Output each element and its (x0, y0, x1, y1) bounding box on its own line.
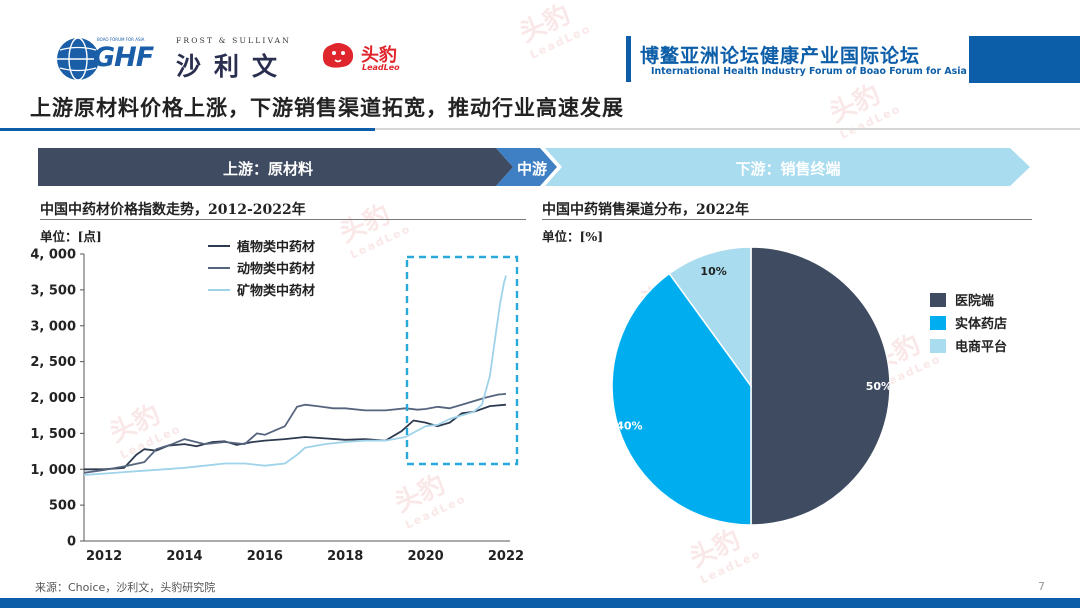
frost-sullivan-logo: FROST & SULLIVAN 沙利文 (176, 36, 311, 81)
pie-slice-1 (750, 246, 891, 526)
x-tick-label: 2022 (488, 549, 524, 564)
left-panel-title-rule (40, 219, 526, 220)
pie-value-label: 10% (700, 265, 726, 278)
source-note: 来源：Choice，沙利文，头豹研究院 (35, 581, 216, 594)
downstream-label: 下游：销售终端 (735, 160, 841, 178)
legend-swatch (930, 293, 946, 307)
footer-bar (0, 598, 1080, 608)
y-tick-label: 500 (49, 499, 76, 514)
legend-label: 植物类中药材 (236, 240, 315, 255)
forum-title-cn: 博鳌亚洲论坛健康产业国际论坛 (640, 45, 921, 67)
globe-icon (57, 37, 99, 81)
x-tick-label: 2012 (86, 549, 122, 564)
y-tick-label: 1, 500 (30, 427, 76, 442)
frost-sullivan-cn: 沙利文 (176, 52, 291, 81)
legend-label: 医院端 (955, 293, 994, 309)
series-line-2 (83, 393, 507, 474)
right-panel-unit: 单位：[%] (542, 229, 604, 244)
y-tick-label: 3, 000 (30, 319, 76, 334)
header-blue-block (969, 36, 1080, 83)
forum-title-en: International Health Industry Forum of B… (651, 66, 967, 77)
x-tick-label: 2014 (166, 549, 202, 564)
leadleo-en: LeadLeo (362, 63, 400, 72)
left-panel-title: 中国中药材价格指数走势，2012-2022年 (40, 202, 306, 218)
legend-swatch (930, 316, 946, 330)
series-line-3 (83, 275, 507, 476)
frost-sullivan-caption: FROST & SULLIVAN (176, 36, 292, 45)
downstream-arrow (545, 148, 1030, 186)
leadleo-cn: 头豹 (361, 45, 397, 66)
title-underline-accent (0, 128, 375, 131)
y-tick-label: 3, 500 (30, 283, 76, 298)
pie-slice-3 (668, 246, 752, 389)
y-tick-label: 4, 000 (30, 248, 76, 263)
ghf-logo-caption: BOAO FORUM FOR ASIA (97, 37, 145, 42)
y-tick-label: 1, 000 (30, 463, 76, 478)
y-tick-label: 2, 500 (30, 355, 76, 370)
leadleo-logo: 头豹 LeadLeo (320, 40, 430, 76)
title-underline (0, 128, 1080, 130)
ghf-logo-text: GHF (93, 42, 154, 73)
legend-swatch (930, 339, 946, 353)
upstream-label: 上游：原材料 (222, 160, 313, 178)
right-panel-title-rule (542, 219, 1032, 220)
pie-value-label: 50% (866, 380, 892, 393)
x-tick-label: 2020 (408, 549, 444, 564)
page-number: 7 (1038, 580, 1045, 593)
page-title: 上游原材料价格上涨，下游销售渠道拓宽，推动行业高速发展 (30, 95, 624, 120)
header: GHF BOAO FORUM FOR ASIA FROST & SULLIVAN… (0, 0, 1080, 90)
y-tick-label: 0 (67, 535, 76, 550)
pie-value-label: 40% (616, 420, 642, 433)
midstream-arrow (496, 148, 557, 186)
pie-slice-2 (611, 272, 752, 526)
forum-title-divider (626, 36, 631, 82)
leopard-icon (322, 43, 354, 68)
legend-label: 动物类中药材 (237, 261, 315, 277)
midstream-label: 中游 (516, 160, 547, 178)
legend-label: 实体药店 (955, 316, 1007, 332)
highlight-box (405, 255, 519, 466)
y-tick-label: 2, 000 (30, 391, 76, 406)
x-tick-label: 2018 (327, 549, 363, 564)
legend-label: 矿物类中药材 (237, 283, 315, 299)
upstream-arrow (38, 148, 513, 186)
right-panel-title: 中国中药销售渠道分布，2022年 (542, 202, 749, 218)
value-chain (38, 148, 1030, 186)
left-panel-unit: 单位：[点] (40, 229, 102, 244)
ghf-logo: GHF BOAO FORUM FOR ASIA (55, 36, 165, 82)
x-tick-label: 2016 (247, 549, 283, 564)
legend-label: 电商平台 (955, 339, 1007, 355)
line-chart: 0 500 1, 000 1, 500 2, 000 2, 500 3, 000 3, 500… (30, 240, 524, 564)
series-line-1 (84, 403, 507, 471)
